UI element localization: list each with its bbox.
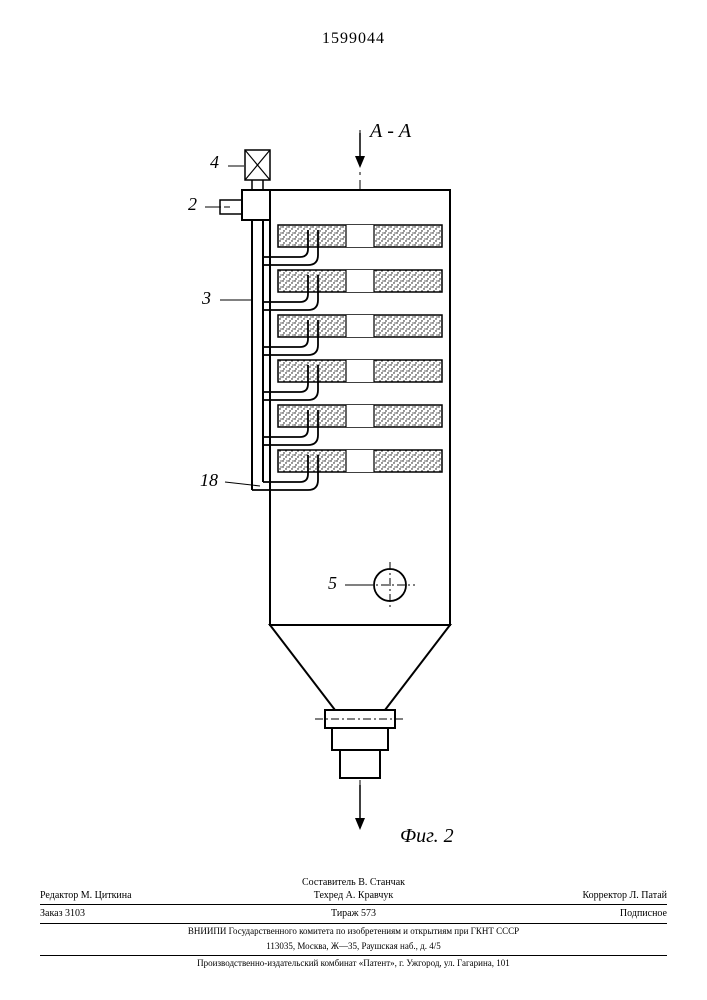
order: Заказ 3103	[40, 907, 249, 920]
subscription: Подписное	[458, 907, 667, 920]
footer-row-compiler: Составитель В. Станчак	[40, 876, 667, 889]
callout-5: 5	[328, 573, 337, 594]
section-label: А - А	[370, 120, 411, 143]
callout-2: 2	[188, 194, 197, 215]
footer-row-order: Заказ 3103 Тираж 573 Подписное	[40, 904, 667, 920]
tirage: Тираж 573	[249, 907, 458, 920]
patent-number: 1599044	[0, 30, 707, 48]
footer-org: ВНИИПИ Государственного комитета по изоб…	[40, 923, 667, 938]
footer-block: Составитель В. Станчак Редактор М. Цитки…	[40, 876, 667, 970]
figure-svg	[150, 130, 570, 860]
corrector: Корректор Л. Патай	[458, 889, 667, 902]
footer-address2: Производственно-издательский комбинат «П…	[40, 955, 667, 970]
editor: Редактор М. Циткина	[40, 889, 249, 902]
figure-2: А - А 4 2 3 18 5 Фиг. 2	[150, 130, 570, 860]
callout-4: 4	[210, 152, 219, 173]
footer-row-editorial: Редактор М. Циткина Техред А. Кравчук Ко…	[40, 889, 667, 902]
footer-address1: 113035, Москва, Ж—35, Раушская наб., д. …	[40, 941, 667, 953]
patent-page: 1599044	[0, 0, 707, 1000]
callout-18: 18	[200, 470, 218, 491]
compiler: Составитель В. Станчак	[249, 876, 458, 889]
techred: Техред А. Кравчук	[249, 889, 458, 902]
figure-caption: Фиг. 2	[400, 825, 454, 848]
callout-3: 3	[202, 288, 211, 309]
